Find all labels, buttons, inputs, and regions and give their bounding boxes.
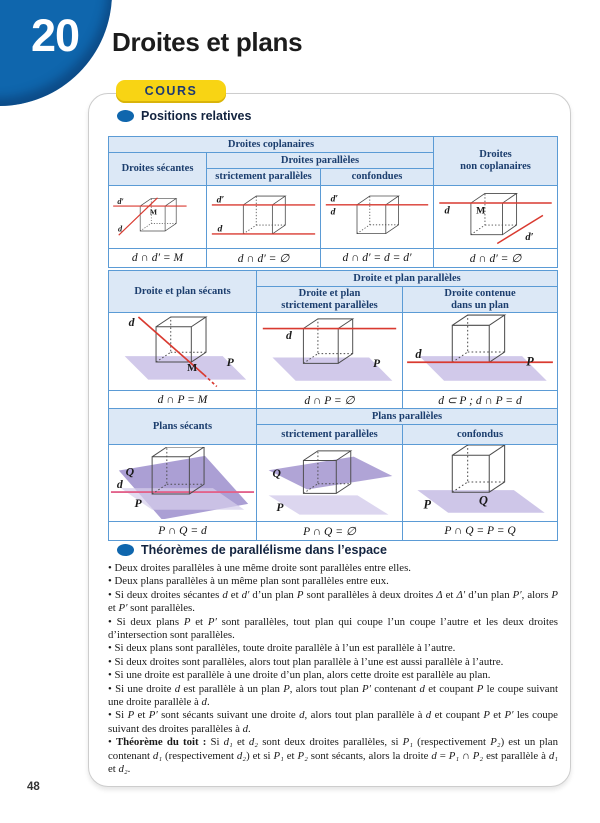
svg-text:Q: Q [272, 467, 281, 480]
header-droites-coplanaires: Droites coplanaires [108, 136, 434, 153]
svg-text:M: M [150, 208, 157, 217]
theorem-item: Deux droites parallèles à une même droit… [108, 562, 558, 575]
svg-text:d′: d′ [117, 197, 123, 206]
formula-cell: P ∩ Q = ∅ [256, 520, 403, 541]
svg-text:d′: d′ [525, 232, 533, 243]
page-title: Droites et plans [112, 27, 303, 57]
header-plans-confondus: confondus [402, 424, 558, 445]
svg-text:M: M [476, 206, 485, 217]
diagram-droite-plan-secants: d P M [108, 312, 257, 391]
formula-cell: d ∩ d′ = M [108, 248, 207, 268]
svg-text:d′: d′ [331, 193, 339, 204]
formula-cell: d ⊂ P ; d ∩ P = d [402, 390, 558, 410]
svg-text:d: d [129, 316, 136, 329]
diagram-droites-confondues: d′ d [320, 185, 434, 249]
formula-cell: d ∩ P = M [108, 390, 257, 410]
svg-text:d′: d′ [217, 194, 225, 205]
svg-text:P: P [526, 354, 534, 368]
table-droites: Droites coplanaires Droites non coplanai… [108, 136, 558, 268]
header-droites-non-coplanaires: Droites non coplanaires [433, 136, 558, 186]
svg-text:P: P [227, 356, 235, 369]
header-droite-plan-paralleles: Droite et plan parallèles [256, 270, 558, 287]
svg-text:d: d [118, 225, 123, 234]
svg-text:d: d [415, 347, 422, 361]
svg-text:P: P [276, 501, 284, 514]
theorem-item: Théorème du toit : Si d₁ et d₂ sont deux… [108, 736, 558, 776]
theorem-item: Si une droite est parallèle à une droite… [108, 669, 558, 682]
theorem-item: Deux plans parallèles à un même plan son… [108, 575, 558, 588]
theorem-item: Si deux plans sont parallèles, toute dro… [108, 642, 558, 655]
svg-text:d: d [286, 329, 292, 342]
header-strictement-paralleles: strictement parallèles [206, 168, 321, 186]
header-plans-strictement: strictement parallèles [256, 424, 403, 445]
header-droite-contenue: Droite contenue dans un plan [402, 286, 558, 313]
bullet-ellipse-icon [117, 544, 134, 556]
svg-text:d: d [331, 206, 336, 217]
svg-text:P: P [373, 357, 381, 370]
table-plans: Plans sécants Plans parallèles stricteme… [108, 408, 558, 541]
header-plans-paralleles: Plans parallèles [256, 408, 558, 425]
theorem-item: Si une droite d est parallèle à un plan … [108, 683, 558, 710]
formula-cell: d ∩ d′ = ∅ [433, 248, 558, 268]
section-heading-text: Positions relatives [141, 109, 252, 123]
diagram-droites-secantes: d′ d M [108, 185, 207, 249]
svg-text:Q: Q [126, 465, 135, 478]
cours-badge: COURS [116, 80, 226, 103]
formula-cell: P ∩ Q = P = Q [402, 520, 558, 541]
svg-text:P: P [134, 496, 142, 509]
formula-cell: P ∩ Q = d [108, 520, 257, 541]
svg-text:d: d [217, 223, 222, 234]
page-number: 48 [27, 781, 40, 793]
bullet-ellipse-icon [117, 110, 134, 122]
theorem-item: Si deux plans P et P′ sont parallèles, t… [108, 616, 558, 643]
formula-cell: d ∩ d′ = ∅ [206, 248, 321, 268]
header-plans-secants: Plans sécants [108, 408, 257, 445]
svg-text:P: P [424, 498, 432, 512]
theorem-item: Si deux droites sécantes d et d′ d’un pl… [108, 589, 558, 616]
section-heading-text: Théorèmes de parallélisme dans l’espace [141, 543, 387, 557]
svg-text:M: M [187, 362, 197, 374]
svg-text:Q: Q [479, 494, 488, 508]
section-heading-positions: Positions relatives [117, 109, 251, 123]
header-droite-plan-strictement: Droite et plan strictement parallèles [256, 286, 403, 313]
theorem-item: Si P et P′ sont sécants suivant une droi… [108, 709, 558, 736]
header-droite-plan-secants: Droite et plan sécants [108, 270, 257, 313]
theorems-list: Deux droites parallèles à une même droit… [108, 562, 558, 777]
svg-text:d: d [445, 206, 451, 217]
section-heading-theoremes: Théorèmes de parallélisme dans l’espace [117, 543, 387, 557]
svg-text:d: d [117, 478, 124, 491]
table-droite-plan: Droite et plan sécants Droite et plan pa… [108, 270, 558, 410]
formula-cell: d ∩ d′ = d = d′ [320, 248, 434, 268]
diagram-droites-strictement-paralleles: d′ d [206, 185, 321, 249]
formula-cell: d ∩ P = ∅ [256, 390, 403, 410]
header-confondues: confondues [320, 168, 434, 186]
theorem-item: Si deux droites sont parallèles, alors t… [108, 656, 558, 669]
header-droites-paralleles: Droites parallèles [206, 152, 434, 169]
header-droites-secantes: Droites sécantes [108, 152, 207, 186]
chapter-number: 20 [31, 10, 80, 61]
